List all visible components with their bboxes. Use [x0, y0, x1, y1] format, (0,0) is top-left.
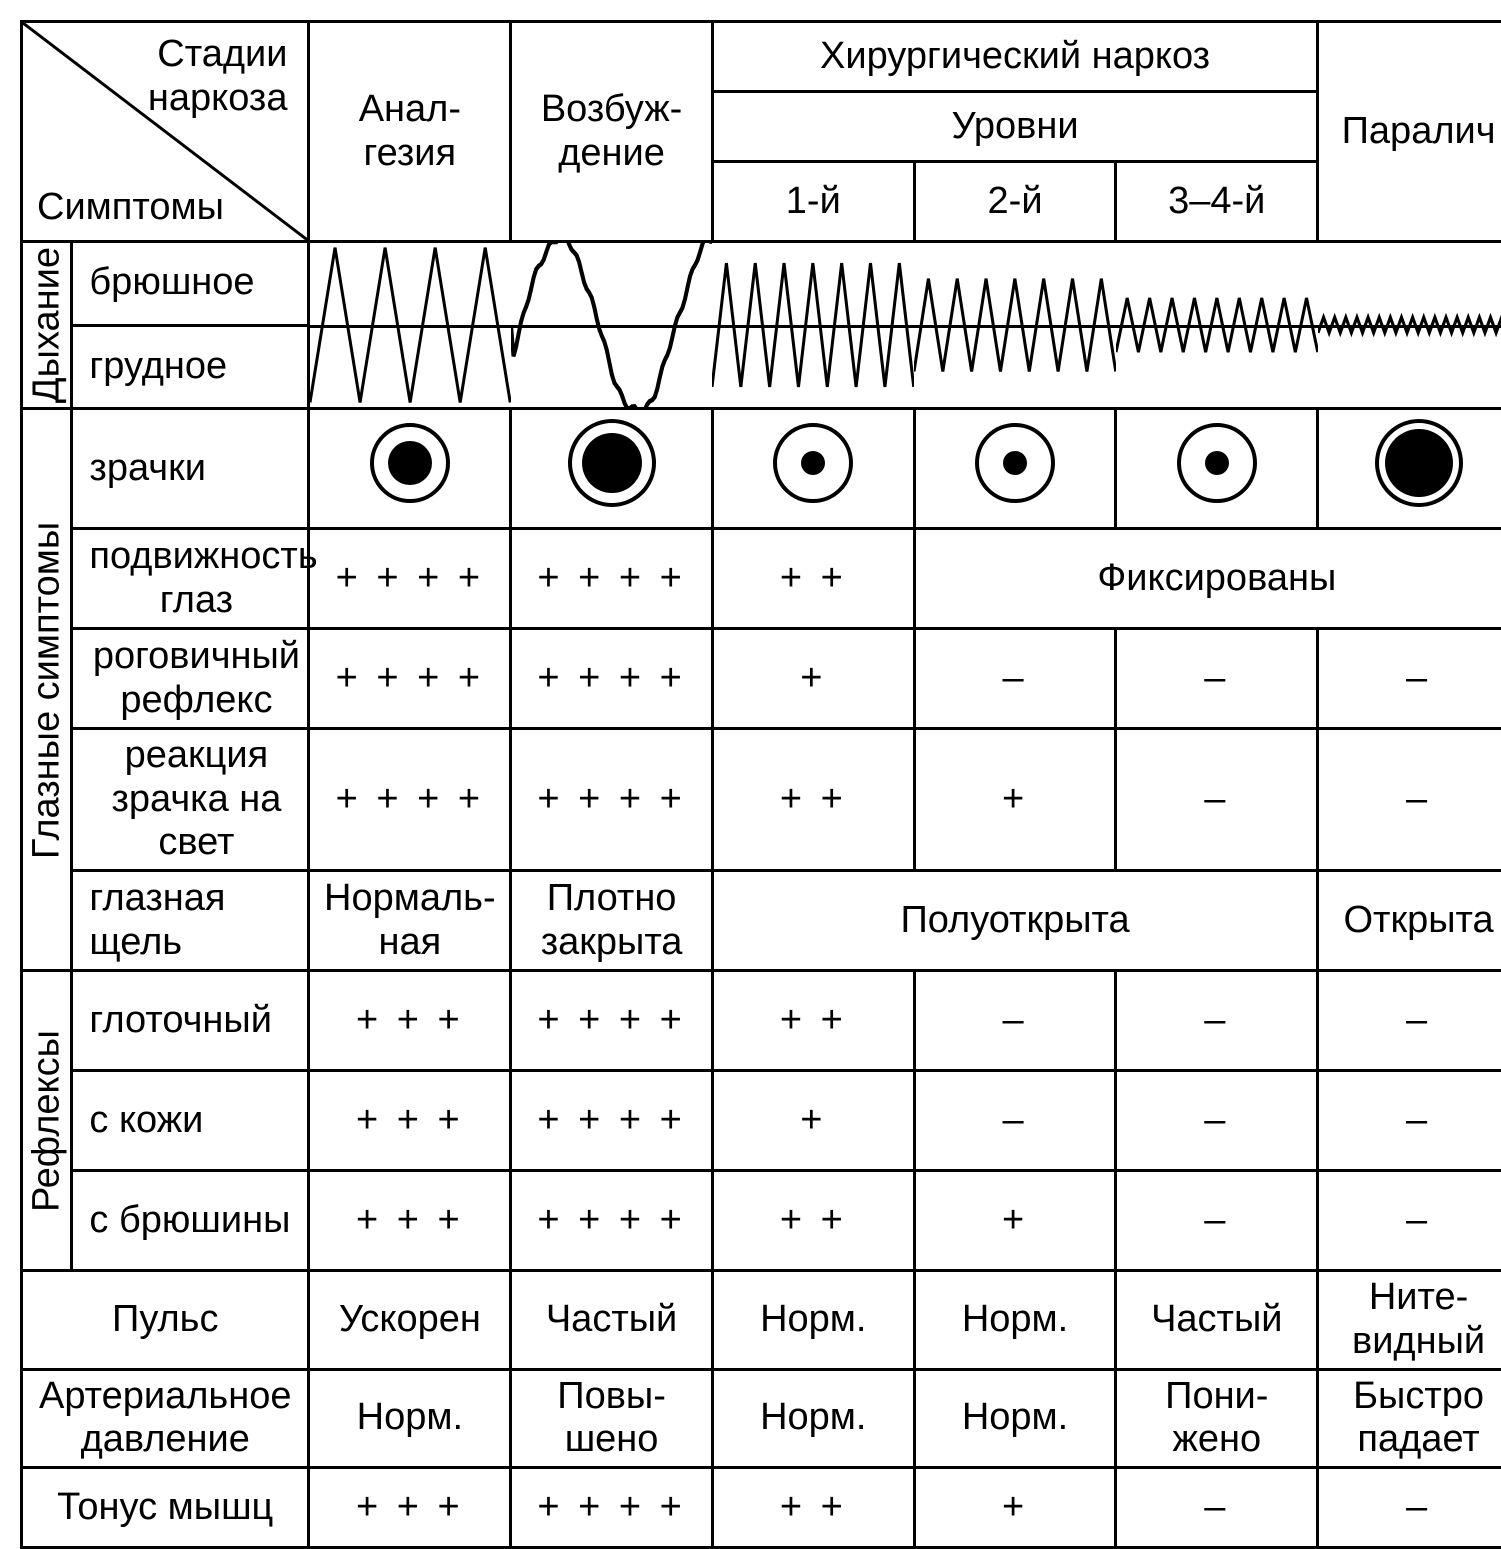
- header-diagonal-cell: Стадии наркоза Симптомы: [22, 22, 309, 242]
- skin-5: –: [1318, 1071, 1501, 1171]
- row-pharyngeal: глоточный: [72, 971, 309, 1071]
- fissure-1: Плотнозакрыта: [511, 871, 713, 971]
- pulse-0: Ускорен: [309, 1271, 511, 1369]
- corneal-3: –: [914, 629, 1116, 729]
- phar-4: –: [1116, 971, 1318, 1071]
- group-breathing: Дыхание: [22, 242, 72, 409]
- fissure-half: Полуоткрыта: [712, 871, 1317, 971]
- phar-3: –: [914, 971, 1116, 1071]
- corneal-5: –: [1318, 629, 1501, 729]
- wave-cell-4: [1116, 242, 1318, 409]
- row-pulse: Пульс: [22, 1271, 309, 1369]
- row-tone: Тонус мышц: [22, 1467, 309, 1547]
- tone-3: +: [914, 1467, 1116, 1547]
- fissure-0: Нормаль-ная: [309, 871, 511, 971]
- tone-5: –: [1318, 1467, 1501, 1547]
- group-reflexes: Рефлексы: [22, 971, 72, 1271]
- row-peritoneum: с брюшины: [72, 1171, 309, 1271]
- col-analgesia: Анал-гезия: [309, 22, 511, 242]
- level-34: 3–4-й: [1116, 162, 1318, 242]
- pupil-5: [1318, 409, 1501, 529]
- pupil-4: [1116, 409, 1318, 529]
- bp-2: Норм.: [712, 1369, 914, 1467]
- mobility-fixed: Фиксированы: [914, 529, 1501, 629]
- mobility-1: + + + +: [511, 529, 713, 629]
- wave-cell-3: [914, 242, 1116, 409]
- phar-0: + + +: [309, 971, 511, 1071]
- phar-1: + + + +: [511, 971, 713, 1071]
- row-pupils: зрачки: [72, 409, 309, 529]
- skin-1: + + + +: [511, 1071, 713, 1171]
- corneal-4: –: [1116, 629, 1318, 729]
- peri-4: –: [1116, 1171, 1318, 1271]
- light-5: –: [1318, 729, 1501, 871]
- bp-3: Норм.: [914, 1369, 1116, 1467]
- skin-2: +: [712, 1071, 914, 1171]
- phar-5: –: [1318, 971, 1501, 1071]
- pulse-4: Частый: [1116, 1271, 1318, 1369]
- light-2: + +: [712, 729, 914, 871]
- light-3: +: [914, 729, 1116, 871]
- peri-5: –: [1318, 1171, 1501, 1271]
- pulse-3: Норм.: [914, 1271, 1116, 1369]
- level-1: 1-й: [712, 162, 914, 242]
- pulse-2: Норм.: [712, 1271, 914, 1369]
- wave-cell-2: [712, 242, 914, 409]
- light-0: + + + +: [309, 729, 511, 871]
- pupil-2: [712, 409, 914, 529]
- pulse-5: Ните-видный: [1318, 1271, 1501, 1369]
- levels-label: Уровни: [712, 92, 1317, 162]
- wave-cell-0: [309, 242, 511, 409]
- corneal-2: +: [712, 629, 914, 729]
- mobility-2: + +: [712, 529, 914, 629]
- bp-0: Норм.: [309, 1369, 511, 1467]
- bp-4: Пони-жено: [1116, 1369, 1318, 1467]
- col-surgical: Хирургический наркоз: [712, 22, 1317, 92]
- peri-2: + +: [712, 1171, 914, 1271]
- light-4: –: [1116, 729, 1318, 871]
- corneal-1: + + + +: [511, 629, 713, 729]
- fissure-open: Открыта: [1318, 871, 1501, 971]
- skin-3: –: [914, 1071, 1116, 1171]
- group-eye: Глазные симптомы: [22, 409, 72, 971]
- row-thoracic: грудное: [72, 325, 309, 409]
- row-fissure: глазная щель: [72, 871, 309, 971]
- row-abdominal: брюшное: [72, 242, 309, 326]
- phar-2: + +: [712, 971, 914, 1071]
- bp-1: Повы-шено: [511, 1369, 713, 1467]
- bp-5: Быстропадает: [1318, 1369, 1501, 1467]
- wave-cell-1: [511, 242, 713, 409]
- row-corneal: роговичный рефлекс: [72, 629, 309, 729]
- wave-cell-5: [1318, 242, 1501, 409]
- pupil-0: [309, 409, 511, 529]
- tone-4: –: [1116, 1467, 1318, 1547]
- light-1: + + + +: [511, 729, 713, 871]
- tone-2: + +: [712, 1467, 914, 1547]
- mobility-0: + + + +: [309, 529, 511, 629]
- skin-0: + + +: [309, 1071, 511, 1171]
- row-mobility: подвижность глаз: [72, 529, 309, 629]
- pupil-3: [914, 409, 1116, 529]
- tone-1: + + + +: [511, 1467, 713, 1547]
- stages-label: Стадии наркоза: [23, 33, 287, 120]
- pupil-1: [511, 409, 713, 529]
- tone-0: + + +: [309, 1467, 511, 1547]
- symptoms-label: Симптомы: [37, 186, 224, 230]
- corneal-0: + + + +: [309, 629, 511, 729]
- col-excitation: Возбуж-дение: [511, 22, 713, 242]
- level-2: 2-й: [914, 162, 1116, 242]
- skin-4: –: [1116, 1071, 1318, 1171]
- row-skin: с кожи: [72, 1071, 309, 1171]
- peri-1: + + + +: [511, 1171, 713, 1271]
- peri-3: +: [914, 1171, 1116, 1271]
- row-bp: Артериальное давление: [22, 1369, 309, 1467]
- col-paralysis: Паралич: [1318, 22, 1501, 242]
- anesthesia-stages-table: Стадии наркоза Симптомы Анал-гезия Возбу…: [20, 20, 1501, 1549]
- row-light: реакция зрачка на свет: [72, 729, 309, 871]
- peri-0: + + +: [309, 1171, 511, 1271]
- pulse-1: Частый: [511, 1271, 713, 1369]
